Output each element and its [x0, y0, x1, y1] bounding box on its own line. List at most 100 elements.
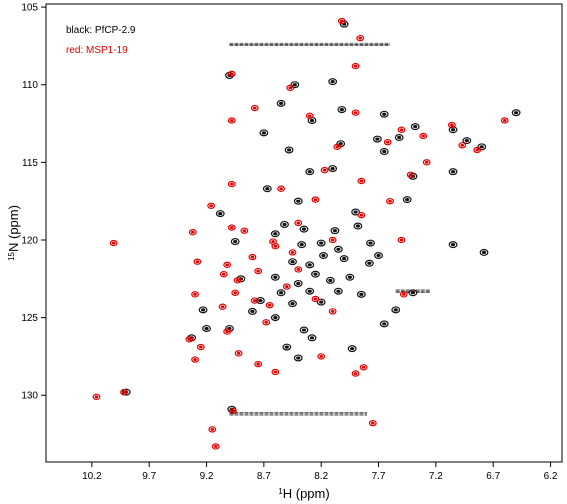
contour-inner [198, 345, 203, 349]
black-peak [256, 297, 265, 305]
black-peak [299, 326, 309, 334]
black-peak [448, 241, 458, 249]
red-peak [92, 393, 101, 400]
contour-inner [359, 179, 364, 183]
contour-outer [227, 70, 236, 78]
contour-inner [221, 272, 226, 276]
red-peak [359, 364, 368, 371]
red-peak [357, 211, 366, 219]
contour-inner [328, 278, 333, 282]
contour-inner [367, 261, 372, 265]
red-peak [473, 146, 482, 154]
contour-inner [313, 198, 318, 202]
y-tick-label: 105 [21, 3, 38, 14]
contour-inner [481, 250, 487, 255]
contour-inner [359, 292, 364, 296]
contour-outer [276, 99, 286, 107]
contour-inner [288, 86, 293, 90]
contour-inner [401, 292, 406, 296]
red-peak [311, 196, 320, 203]
red-peak [191, 291, 199, 298]
contour-outer [196, 343, 205, 351]
contour-outer [320, 166, 329, 174]
contour-outer [325, 276, 335, 284]
contour-inner [290, 302, 295, 306]
contour-inner [319, 300, 324, 304]
contour-outer [383, 138, 392, 146]
contour-inner [382, 112, 387, 116]
contour-inner [290, 250, 295, 254]
contour-outer [317, 353, 326, 360]
contour-outer [294, 219, 303, 227]
red-peak [191, 356, 199, 363]
contour-inner [450, 123, 454, 127]
contour-inner [361, 365, 366, 369]
contour-outer [286, 84, 295, 92]
contour-outer [223, 328, 232, 335]
contour-outer [265, 301, 274, 309]
black-peak [372, 135, 382, 143]
red-peak [248, 253, 257, 261]
black-peak [280, 220, 289, 228]
red-peak [351, 62, 360, 70]
red-peak [333, 143, 342, 151]
contour-outer [305, 112, 314, 119]
contour-inner [307, 289, 312, 293]
contour-inner [279, 187, 283, 191]
contour-inner [397, 135, 402, 140]
y-tick-label: 120 [21, 235, 38, 246]
red-peak [397, 126, 406, 133]
contour-inner [450, 170, 456, 174]
contour-outer [276, 289, 286, 297]
red-peak [288, 249, 297, 256]
contour-outer [379, 147, 389, 155]
contour-inner [292, 83, 297, 87]
contour-inner [195, 260, 200, 264]
legend-black-entry: black: PfCP-2.9 [66, 25, 136, 36]
contour-outer [223, 261, 232, 269]
contour-outer [262, 185, 272, 193]
black-peak [198, 306, 208, 314]
red-peak [254, 267, 263, 275]
black-peak [410, 123, 420, 131]
contour-outer [288, 258, 297, 266]
contour-outer [357, 177, 366, 185]
contour-outer [448, 126, 458, 134]
contour-outer [256, 297, 265, 305]
red-peak [277, 185, 285, 192]
red-peak [294, 219, 303, 227]
red-peak [109, 239, 118, 247]
contour-outer [448, 121, 456, 129]
black-peak [230, 238, 240, 246]
contour-inner [353, 111, 358, 115]
contour-outer [328, 308, 337, 315]
black-peak [364, 259, 374, 267]
contour-inner [187, 337, 192, 341]
contour-inner [284, 285, 289, 288]
contour-outer [250, 104, 259, 112]
contour-outer [351, 208, 361, 216]
contour-inner [475, 148, 479, 152]
x-tick-label: 6.2 [544, 471, 558, 482]
black-peak [366, 239, 375, 247]
contour-outer [311, 295, 320, 303]
red-peak [448, 121, 456, 129]
red-peak [250, 297, 259, 304]
black-peak [311, 270, 320, 278]
contour-inner [271, 240, 275, 243]
black-peak [334, 287, 343, 295]
contour-outer [448, 241, 458, 249]
x-tick-label: 8.2 [314, 471, 328, 482]
contour-inner [265, 187, 270, 191]
contour-outer [240, 227, 249, 234]
x-axis-title: 1H (ppm) [278, 486, 329, 501]
black-peak [316, 239, 326, 247]
contour-inner [231, 409, 235, 413]
red-peak [399, 291, 408, 298]
contour-outer [339, 20, 349, 28]
red-peak [328, 236, 337, 244]
contour-outer [334, 245, 343, 253]
contour-inner [273, 275, 278, 279]
contour-outer [311, 196, 320, 203]
contour-inner [514, 111, 519, 115]
